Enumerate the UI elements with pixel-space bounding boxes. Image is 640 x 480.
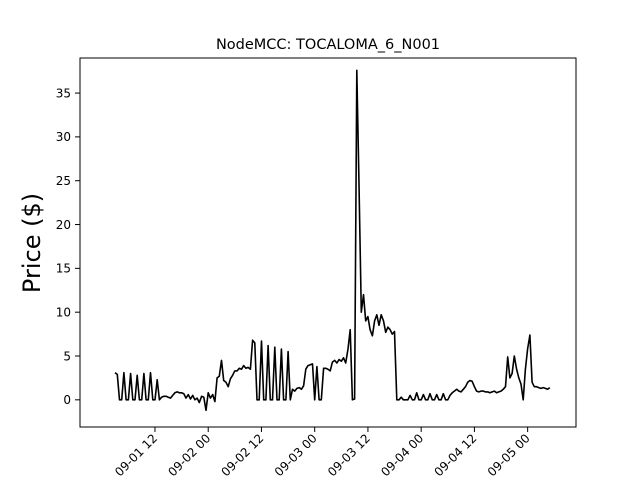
price-series-line (114, 69, 551, 412)
y-tick-label: 20 (56, 218, 71, 232)
chart-title: NodeMCC: TOCALOMA_6_N001 (216, 37, 440, 53)
y-tick-label: 0 (63, 393, 71, 407)
y-tick-label: 5 (63, 349, 71, 363)
y-tick-label: 10 (56, 305, 71, 319)
y-axis: 0 5 10 15 20 25 30 35 (56, 86, 80, 407)
plot-frame (79, 57, 577, 428)
y-tick-label: 30 (56, 130, 71, 144)
plot-area (79, 57, 577, 428)
y-tick-label: 35 (56, 86, 71, 100)
y-axis-title: Price ($) (18, 193, 46, 293)
y-tick-label: 25 (56, 174, 71, 188)
y-tick-label: 15 (56, 262, 71, 276)
